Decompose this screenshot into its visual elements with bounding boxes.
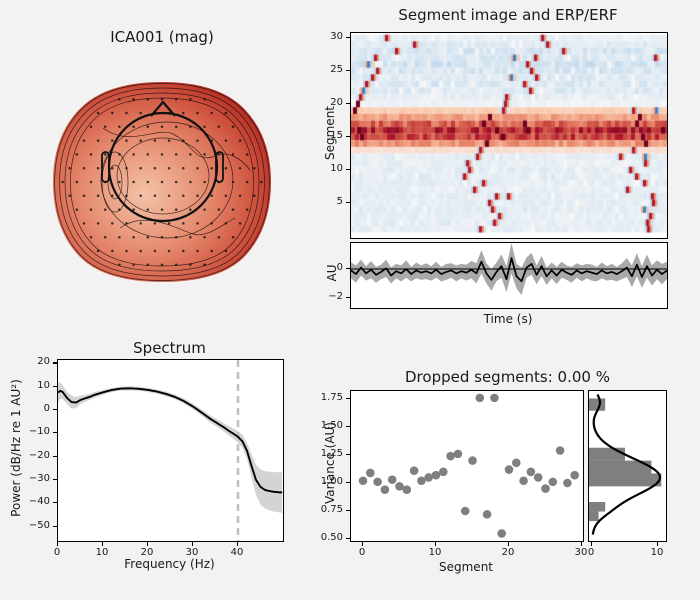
tick-mark	[346, 136, 350, 138]
topomap-plot	[53, 82, 271, 282]
tick-label: 0	[358, 547, 366, 558]
tick-label: 0.75	[320, 504, 343, 515]
tick-label: 15	[330, 130, 343, 141]
tick-label: 30	[185, 547, 199, 558]
variance-histogram-panel	[588, 390, 667, 542]
tick-mark	[362, 542, 364, 546]
tick-mark	[53, 385, 57, 387]
dropped-segments-title: Dropped segments: 0.00 %	[405, 368, 610, 386]
tick-label: −2	[328, 291, 343, 302]
variance-scatter-panel	[350, 390, 584, 542]
tick-label: 25	[330, 64, 343, 75]
spectrum-x-axis-label: Frequency (Hz)	[124, 557, 215, 571]
tick-mark	[102, 542, 104, 546]
tick-label: 10	[95, 547, 109, 558]
erp-x-axis-label: Time (s)	[483, 312, 533, 326]
tick-mark	[346, 538, 350, 540]
tick-label: 10	[330, 163, 343, 174]
tick-mark	[346, 297, 350, 299]
tick-label: −30	[28, 472, 50, 484]
tick-label: 5	[336, 196, 343, 207]
tick-label: 0	[587, 547, 595, 558]
tick-mark	[192, 542, 194, 546]
tick-mark	[346, 268, 350, 270]
tick-mark	[346, 169, 350, 171]
tick-label: 1.25	[320, 448, 343, 459]
variance-scatter-plot	[358, 393, 579, 538]
spectrum-plot	[58, 360, 283, 541]
tick-mark	[147, 542, 149, 546]
tick-mark	[346, 482, 350, 484]
spectrum-title: Spectrum	[133, 339, 206, 357]
tick-mark	[581, 542, 583, 546]
erp-panel	[350, 242, 668, 309]
tick-label: 1.75	[320, 392, 343, 403]
spectrum-y-axis-label: Power (dB/Hz re 1 AU²)	[9, 379, 23, 517]
tick-label: −40	[28, 496, 50, 508]
tick-label: 30	[574, 547, 588, 558]
tick-mark	[346, 202, 350, 204]
variance-x-axis-label: Segment	[439, 560, 493, 574]
erp-plot	[351, 243, 667, 296]
segment-image-panel	[350, 32, 668, 239]
tick-label: 30	[330, 31, 343, 42]
tick-mark	[346, 426, 350, 428]
tick-label: 0.50	[320, 532, 343, 543]
tick-label: 10	[37, 379, 50, 391]
tick-label: 20	[501, 547, 515, 558]
variance-histogram-plot	[589, 394, 662, 535]
tick-mark	[53, 502, 57, 504]
tick-mark	[591, 542, 593, 546]
tick-label: 10	[650, 547, 664, 558]
tick-mark	[346, 37, 350, 39]
segment-image-title: Segment image and ERP/ERF	[398, 6, 618, 24]
tick-mark	[53, 478, 57, 481]
tick-label: 20	[330, 97, 343, 108]
spectrum-panel	[57, 359, 284, 542]
tick-mark	[53, 409, 57, 411]
tick-mark	[53, 432, 57, 434]
tick-mark	[346, 510, 350, 512]
tick-label: 0	[53, 547, 61, 558]
tick-label: 0	[336, 262, 343, 273]
tick-label: −10	[28, 426, 50, 438]
tick-mark	[53, 455, 57, 457]
tick-label: 1.50	[320, 420, 343, 431]
tick-mark	[435, 542, 437, 546]
tick-mark	[53, 362, 57, 364]
tick-mark	[346, 454, 350, 456]
tick-label: 0	[43, 403, 50, 414]
tick-label: 1.00	[320, 476, 343, 487]
tick-mark	[53, 525, 57, 527]
tick-label: −50	[28, 519, 50, 531]
tick-label: 20	[140, 547, 154, 558]
tick-label: 10	[428, 547, 442, 558]
tick-label: 20	[37, 356, 50, 368]
segment-heatmap-canvas	[351, 33, 667, 238]
tick-mark	[57, 542, 59, 546]
tick-mark	[657, 542, 659, 546]
tick-mark	[346, 398, 350, 400]
tick-mark	[508, 542, 510, 546]
topomap-title: ICA001 (mag)	[110, 28, 214, 46]
tick-mark	[346, 70, 350, 72]
tick-mark	[237, 542, 239, 546]
tick-label: 40	[230, 547, 244, 558]
tick-label: −20	[28, 449, 50, 461]
tick-mark	[346, 103, 350, 105]
